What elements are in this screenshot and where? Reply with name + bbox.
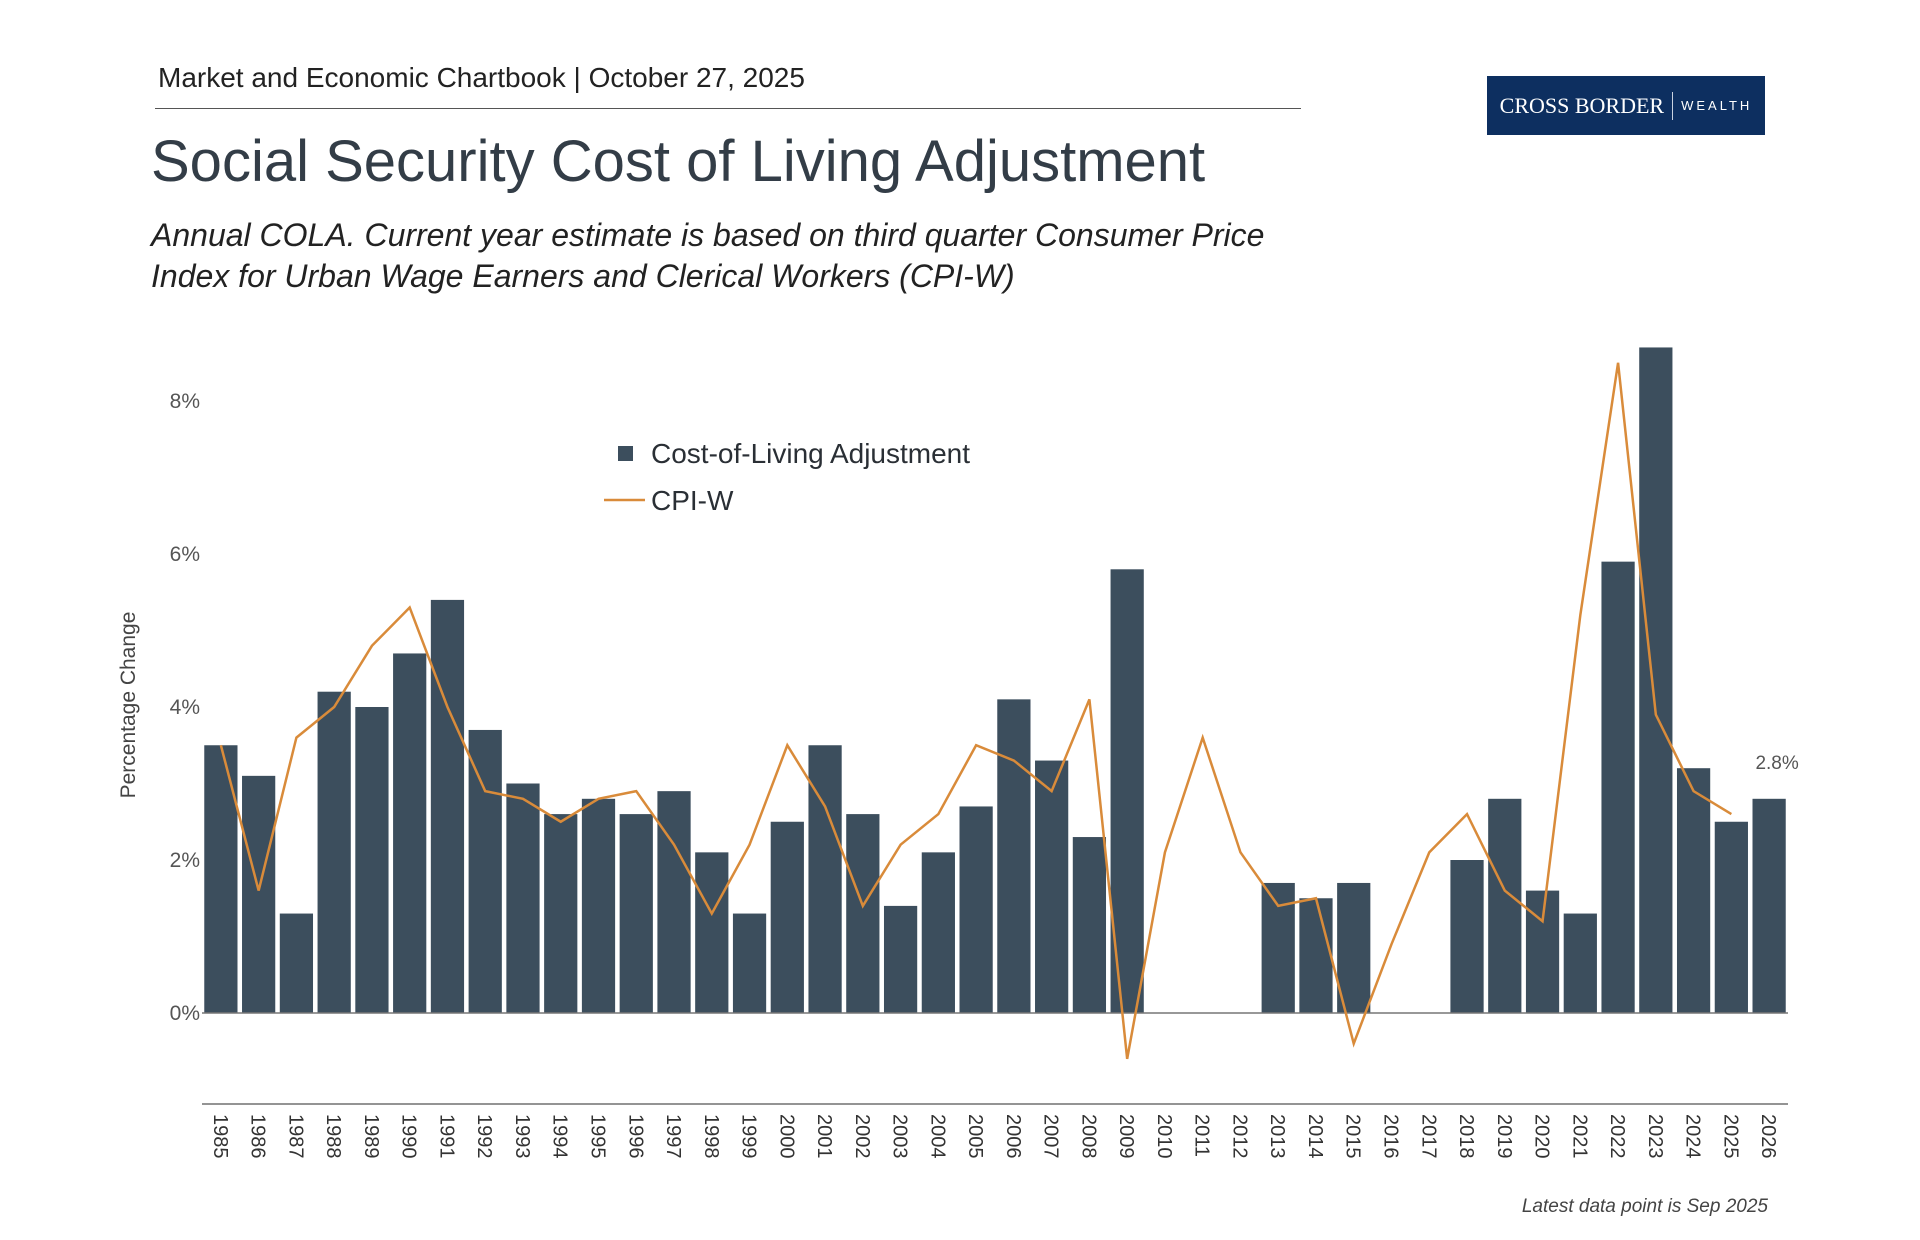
bar-1996 <box>619 814 653 1013</box>
x-tick-label: 2017 <box>1417 1114 1439 1159</box>
bar-2023 <box>1639 347 1673 1013</box>
x-tick-label: 1989 <box>360 1114 382 1159</box>
bar-2021 <box>1563 913 1597 1013</box>
bar-2014 <box>1299 898 1333 1013</box>
subtitle-line-1: Annual COLA. Current year estimate is ba… <box>151 217 1265 253</box>
bar-2008 <box>1072 837 1107 1013</box>
x-tick-label: 2021 <box>1568 1114 1590 1159</box>
y-tick-label: 0% <box>170 1002 200 1025</box>
bar-1998 <box>695 852 729 1013</box>
y-tick-label: 4% <box>170 696 200 719</box>
header-divider <box>155 108 1301 109</box>
bar-2026 <box>1752 798 1786 1013</box>
x-tick-label: 1987 <box>284 1114 306 1159</box>
subtitle-line-2: Index for Urban Wage Earners and Clerica… <box>151 258 1015 294</box>
bar-1988 <box>317 691 351 1013</box>
bar-1999 <box>732 913 767 1013</box>
bar-2000 <box>770 821 804 1013</box>
x-tick-label: 1988 <box>322 1114 344 1159</box>
x-tick-label: 1998 <box>700 1114 722 1159</box>
x-tick-label: 2004 <box>926 1114 948 1159</box>
bar-1993 <box>506 783 540 1013</box>
x-tick-label: 2000 <box>775 1114 797 1159</box>
bar-2004 <box>921 852 955 1013</box>
bar-2022 <box>1601 561 1635 1013</box>
x-tick-label: 1986 <box>247 1114 269 1159</box>
page-title: Social Security Cost of Living Adjustmen… <box>151 129 1206 194</box>
x-tick-label: 2013 <box>1266 1114 1288 1159</box>
x-tick-label: 1993 <box>511 1114 533 1159</box>
bar-2020 <box>1525 890 1560 1013</box>
bar-2025 <box>1714 821 1748 1013</box>
x-tick-label: 2005 <box>964 1114 986 1159</box>
bar-1987 <box>279 913 314 1013</box>
bar-2009 <box>1110 569 1144 1013</box>
x-tick-label: 2022 <box>1606 1114 1628 1159</box>
logo-separator <box>1672 91 1674 120</box>
bar-1989 <box>355 707 389 1013</box>
y-tick-label: 2% <box>170 849 200 872</box>
bar-2018 <box>1450 860 1484 1013</box>
brand-logo: CROSS BORDER WEALTH <box>1487 76 1765 135</box>
x-tick-label: 2001 <box>813 1114 835 1159</box>
x-tick-label: 2006 <box>1002 1114 1024 1159</box>
x-tick-label: 1994 <box>549 1114 571 1159</box>
x-tick-label: 2002 <box>851 1114 873 1159</box>
bar-1992 <box>468 729 502 1013</box>
bar-1990 <box>393 653 427 1013</box>
footnote: Latest data point is Sep 2025 <box>1521 1196 1768 1217</box>
logo-secondary: WEALTH <box>1681 98 1753 113</box>
x-tick-label: 2011 <box>1191 1114 1213 1157</box>
legend-swatch-cola <box>618 446 633 461</box>
bar-1991 <box>430 599 465 1013</box>
x-tick-label: 2009 <box>1115 1114 1137 1159</box>
bar-1995 <box>581 798 616 1013</box>
y-axis-title: Percentage Change <box>117 612 140 799</box>
bar-2007 <box>1035 760 1069 1013</box>
x-tick-label: 1997 <box>662 1114 684 1159</box>
x-tick-label: 2023 <box>1644 1114 1666 1159</box>
bar-2005 <box>959 806 993 1013</box>
x-tick-label: 2008 <box>1077 1114 1099 1159</box>
x-tick-label: 1996 <box>624 1114 646 1159</box>
x-tick-label: 2025 <box>1719 1114 1741 1159</box>
x-tick-label: 1992 <box>473 1114 495 1159</box>
y-tick-label: 8% <box>170 390 200 413</box>
bar-2003 <box>883 905 918 1013</box>
x-tick-label: 2015 <box>1342 1114 1364 1159</box>
chartbook-header: Market and Economic Chartbook | October … <box>158 62 805 93</box>
x-tick-label: 1991 <box>435 1114 457 1159</box>
x-tick-label: 2016 <box>1380 1114 1402 1159</box>
x-tick-label: 2018 <box>1455 1114 1477 1159</box>
x-tick-label: 1999 <box>738 1114 760 1159</box>
legend-label-cpi-w: CPI-W <box>651 485 734 516</box>
x-tick-label: 2026 <box>1757 1114 1779 1159</box>
x-tick-label: 1990 <box>398 1114 420 1159</box>
x-tick-label: 2024 <box>1682 1114 1704 1159</box>
x-tick-label: 2019 <box>1493 1114 1515 1159</box>
x-tick-label: 2014 <box>1304 1114 1326 1159</box>
bar-1997 <box>657 791 691 1013</box>
x-tick-label: 2010 <box>1153 1114 1175 1159</box>
logo-primary: CROSS BORDER <box>1499 92 1665 118</box>
bar-2024 <box>1676 768 1711 1013</box>
x-tick-label: 2012 <box>1228 1114 1250 1159</box>
data-label-2026: 2.8% <box>1755 753 1798 774</box>
bar-2019 <box>1488 798 1522 1013</box>
bar-2002 <box>846 814 880 1013</box>
y-tick-label: 6% <box>170 543 200 566</box>
x-tick-label: 2020 <box>1531 1114 1553 1159</box>
bar-1994 <box>544 814 578 1013</box>
x-tick-label: 1995 <box>587 1114 609 1159</box>
bar-2015 <box>1337 882 1371 1013</box>
x-tick-label: 1985 <box>209 1114 231 1159</box>
bar-2006 <box>997 699 1031 1013</box>
x-tick-label: 2007 <box>1040 1114 1062 1159</box>
bar-1986 <box>242 775 276 1013</box>
subtitle: Annual COLA. Current year estimate is ba… <box>151 215 1264 297</box>
legend-label-cola: Cost-of-Living Adjustment <box>651 438 970 469</box>
x-tick-label: 2003 <box>889 1114 911 1159</box>
